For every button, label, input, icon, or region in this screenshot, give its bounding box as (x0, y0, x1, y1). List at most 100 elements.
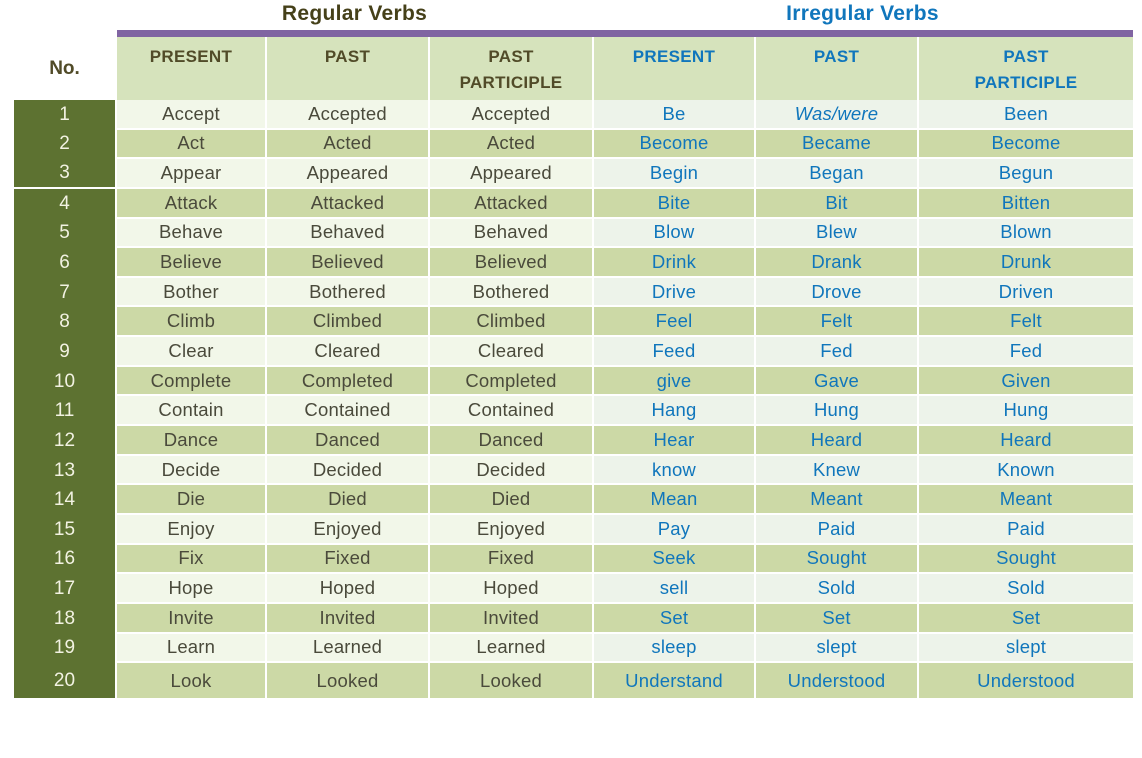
row-number: 15 (53, 518, 76, 540)
regular-past-cell: Appeared (267, 159, 428, 187)
irregular-verbs-title: Irregular Verbs (786, 2, 939, 25)
regular-present-cell: Behave (117, 218, 265, 247)
regular-past-cell: Believed (267, 248, 428, 276)
irregular-present-cell: Mean (594, 485, 754, 513)
irregular-present-cell: Blow (594, 218, 754, 247)
regular-past-header: PAST (267, 37, 428, 100)
irregular-past-cell: slept (756, 633, 917, 662)
irregular-present-cell: give (594, 366, 754, 395)
regular-present-cell: Bother (117, 277, 265, 306)
irregular-present-cell: Pay (594, 514, 754, 543)
regular-present-cell: Invite (117, 603, 265, 632)
regular-past-cell: Decided (267, 455, 428, 484)
row-number: 16 (53, 548, 76, 570)
row-number: 13 (53, 459, 76, 481)
regular-past-cell: Acted (267, 129, 428, 158)
regular-past-participle-cell: Learned (430, 633, 592, 662)
irregular-past-cell: Began (756, 159, 917, 187)
irregular-past-participle-cell: Become (919, 129, 1133, 158)
regular-past-cell: Contained (267, 396, 428, 425)
row-number-column: 1 2 3 4 5 6 7 8 9 10 11 12 13 14 15 16 17 18 19 20 (14, 100, 115, 699)
irregular-present-cell: Be (594, 100, 754, 128)
regular-past-participle-cell: Attacked (430, 188, 592, 217)
regular-past-participle-cell: Enjoyed (430, 514, 592, 543)
regular-present-cell: Appear (117, 159, 265, 187)
regular-past-cell: Danced (267, 426, 428, 454)
regular-verbs-title: Regular Verbs (281, 2, 428, 25)
header-label: PAST (324, 47, 371, 66)
regular-past-participle-cell: Died (430, 485, 592, 513)
regular-present-cell: Complete (117, 366, 265, 395)
irregular-past-cell: Became (756, 129, 917, 158)
purple-accent-bar (117, 30, 1133, 37)
irregular-past-participle-cell: Driven (919, 277, 1133, 306)
regular-past-participle-cell: Completed (430, 366, 592, 395)
irregular-past-cell: Blew (756, 218, 917, 247)
header-label: PAST PARTICIPLE (974, 47, 1078, 93)
regular-past-cell: Cleared (267, 337, 428, 365)
irregular-present-cell: know (594, 455, 754, 484)
header-label: PRESENT (149, 47, 233, 66)
irregular-past-participle-cell: Heard (919, 426, 1133, 454)
irregular-past-participle-header: PAST PARTICIPLE (919, 37, 1133, 100)
irregular-past-cell: Set (756, 603, 917, 632)
irregular-past-participle-cell: Felt (919, 307, 1133, 336)
regular-past-cell: Invited (267, 603, 428, 632)
row-number: 17 (53, 578, 76, 600)
regular-past-cell: Behaved (267, 218, 428, 247)
regular-past-cell: Attacked (267, 188, 428, 217)
regular-present-cell: Believe (117, 248, 265, 276)
irregular-past-participle-cell: Understood (919, 663, 1133, 699)
irregular-past-participle-cell: Fed (919, 337, 1133, 365)
irregular-present-cell: Seek (594, 544, 754, 573)
regular-past-participle-cell: Acted (430, 129, 592, 158)
header-label: PAST PARTICIPLE (459, 47, 563, 93)
irregular-past-cell: Sought (756, 544, 917, 573)
irregular-present-cell: Begin (594, 159, 754, 187)
irregular-past-cell: Knew (756, 455, 917, 484)
regular-past-participle-cell: Accepted (430, 100, 592, 128)
regular-past-cell: Fixed (267, 544, 428, 573)
regular-past-cell: Bothered (267, 277, 428, 306)
irregular-past-participle-cell: slept (919, 633, 1133, 662)
irregular-past-participle-cell: Paid (919, 514, 1133, 543)
regular-present-cell: Die (117, 485, 265, 513)
regular-past-participle-cell: Cleared (430, 337, 592, 365)
row-number: 8 (59, 311, 70, 333)
irregular-past-cell: Meant (756, 485, 917, 513)
regular-past-cell: Hoped (267, 574, 428, 602)
irregular-present-cell: sleep (594, 633, 754, 662)
regular-present-cell: Attack (117, 188, 265, 217)
irregular-present-cell: Feel (594, 307, 754, 336)
regular-past-cell: Learned (267, 633, 428, 662)
irregular-present-cell: Hear (594, 426, 754, 454)
regular-past-participle-cell: Appeared (430, 159, 592, 187)
row-number: 20 (53, 669, 76, 691)
irregular-past-participle-cell: Hung (919, 396, 1133, 425)
regular-present-cell: Clear (117, 337, 265, 365)
table-header-row: PRESENT PAST PAST PARTICIPLE PRESENT PAS… (117, 37, 1133, 100)
irregular-past-participle-cell: Begun (919, 159, 1133, 187)
irregular-present-cell: Understand (594, 663, 754, 699)
regular-present-cell: Hope (117, 574, 265, 602)
row-number: 10 (53, 370, 76, 392)
irregular-past-participle-cell: Set (919, 603, 1133, 632)
irregular-past-participle-cell: Sought (919, 544, 1133, 573)
irregular-past-participle-cell: Been (919, 100, 1133, 128)
row-number: 12 (53, 429, 76, 451)
irregular-past-cell: Heard (756, 426, 917, 454)
irregular-past-header: PAST (756, 37, 917, 100)
irregular-past-cell: Felt (756, 307, 917, 336)
irregular-past-cell: Sold (756, 574, 917, 602)
regular-present-cell: Climb (117, 307, 265, 336)
row-number: 3 (14, 159, 115, 189)
regular-past-participle-cell: Danced (430, 426, 592, 454)
regular-past-cell: Climbed (267, 307, 428, 336)
regular-past-participle-header: PAST PARTICIPLE (430, 37, 592, 100)
irregular-past-cell: Drove (756, 277, 917, 306)
regular-past-cell: Died (267, 485, 428, 513)
regular-present-cell: Enjoy (117, 514, 265, 543)
header-label: PRESENT (632, 47, 716, 66)
irregular-present-cell: Set (594, 603, 754, 632)
